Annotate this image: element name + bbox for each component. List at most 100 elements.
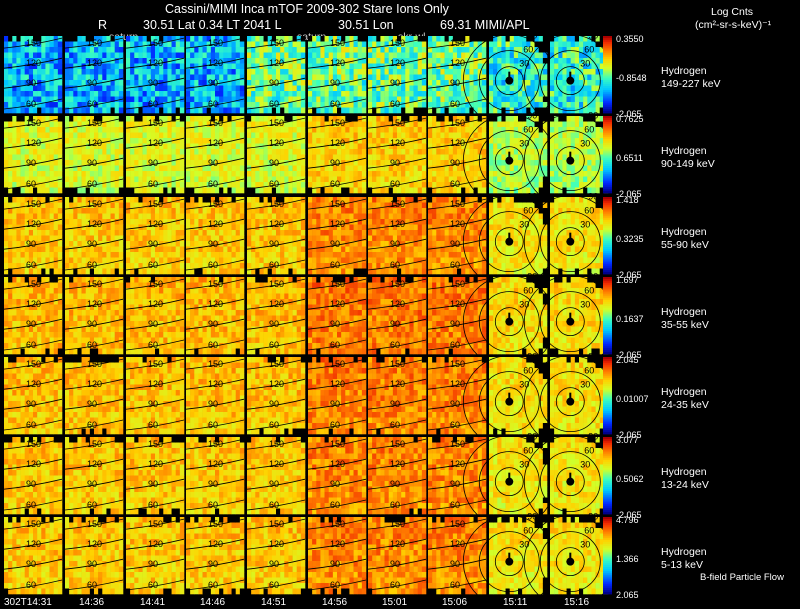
heatmap-cell [599, 58, 605, 64]
heatmap-cell [417, 176, 423, 183]
heatmap-cell [12, 63, 17, 70]
heatmap-cell [49, 121, 55, 128]
heatmap-cell [368, 121, 373, 128]
heatmap-cell [324, 58, 330, 64]
heatmap-cell [505, 36, 511, 42]
heatmap-cell [231, 235, 237, 242]
heatmap-cell [357, 176, 363, 183]
heatmap-cell [175, 246, 181, 253]
heatmap-cell [12, 154, 17, 161]
heatmap-cell [69, 127, 74, 133]
heatmap-cell [599, 91, 605, 97]
heatmap-cell [114, 252, 120, 258]
heatmap-cell [33, 176, 38, 183]
contour-label: 120 [87, 219, 102, 229]
heatmap-cell [24, 230, 30, 236]
heatmap-cell [85, 143, 91, 150]
heatmap-cell [513, 58, 519, 64]
heatmap-cell [37, 107, 42, 114]
heatmap-cell [89, 230, 95, 236]
heatmap-cell [513, 41, 519, 48]
heatmap-cell [159, 96, 164, 103]
heatmap-cell [4, 154, 9, 161]
heatmap-cell [49, 52, 55, 59]
heatmap-cell [202, 41, 208, 48]
heatmap-cell [16, 116, 21, 122]
heatmap-cell [12, 69, 17, 75]
heatmap-cell [223, 208, 228, 214]
heatmap-cell [599, 96, 605, 103]
heatmap-cell [215, 96, 220, 103]
heatmap-cell [591, 41, 596, 48]
heatmap-cell [465, 47, 470, 53]
heatmap-cell [126, 47, 131, 53]
heatmap-cell [49, 63, 55, 70]
heatmap-cell [509, 96, 515, 103]
heatmap-cell [489, 149, 494, 155]
heatmap-cell [558, 41, 563, 48]
heatmap-cell [267, 171, 273, 177]
heatmap-cell [53, 107, 59, 114]
heatmap-cell [255, 171, 260, 177]
heatmap-cell [77, 176, 82, 183]
heatmap-cell [155, 80, 160, 86]
heatmap-cell [65, 107, 70, 114]
heatmap-cell [401, 171, 406, 177]
heatmap-cell [114, 263, 120, 269]
heatmap-cell [267, 107, 273, 114]
contour-line [3, 178, 63, 190]
heatmap-cell [65, 149, 70, 155]
heatmap-cell [138, 132, 143, 139]
heatmap-cell [142, 230, 148, 236]
heatmap-cell [267, 96, 273, 103]
heatmap-cell [202, 197, 208, 203]
heatmap-cell [316, 116, 321, 122]
contour-label: 150 [26, 118, 41, 128]
heatmap-cell [300, 165, 306, 172]
heatmap-cell [53, 176, 59, 183]
heatmap-cell [77, 96, 82, 103]
heatmap-cell [320, 102, 325, 108]
heatmap-cell [401, 58, 406, 64]
heatmap-cell [142, 58, 148, 64]
heatmap-cell [89, 47, 95, 53]
heatmap-cell [24, 41, 30, 48]
heatmap-cell [312, 47, 317, 53]
heatmap-cell [231, 213, 237, 220]
heatmap-cell [65, 138, 70, 144]
heatmap-cell [421, 80, 427, 86]
heatmap-cell [4, 171, 9, 177]
heatmap-cell [134, 230, 139, 236]
heatmap-cell [259, 69, 264, 75]
heatmap-cell [194, 102, 199, 108]
heatmap-cell [353, 41, 359, 48]
heatmap-cell [397, 74, 402, 81]
heatmap-cell [12, 219, 17, 225]
heatmap-cell [566, 91, 572, 97]
heatmap-cell [94, 252, 99, 258]
heatmap-cell [202, 58, 208, 64]
heatmap-cell [599, 102, 605, 108]
heatmap-cell [300, 102, 306, 108]
contour-label: 60 [26, 260, 36, 270]
heatmap-cell [179, 160, 185, 166]
heatmap-cell [444, 85, 450, 92]
heatmap-cell [155, 171, 160, 177]
heatmap-cell [417, 160, 423, 166]
heatmap-cell [361, 63, 367, 70]
heatmap-cell [37, 58, 42, 64]
heatmap-cell [235, 165, 241, 172]
heatmap-cell [558, 182, 563, 188]
heatmap-cell [562, 121, 567, 128]
heatmap-cell [376, 69, 381, 75]
heatmap-cell [440, 52, 445, 59]
heatmap-cell [526, 80, 531, 86]
heatmap-cell [276, 47, 281, 53]
heatmap-cell [45, 116, 50, 122]
heatmap-cell [186, 197, 191, 203]
heatmap-cell [432, 52, 437, 59]
heatmap-cell [505, 132, 511, 139]
heatmap-cell [587, 80, 592, 86]
heatmap-cell [465, 80, 470, 86]
heatmap-cell [171, 121, 177, 128]
